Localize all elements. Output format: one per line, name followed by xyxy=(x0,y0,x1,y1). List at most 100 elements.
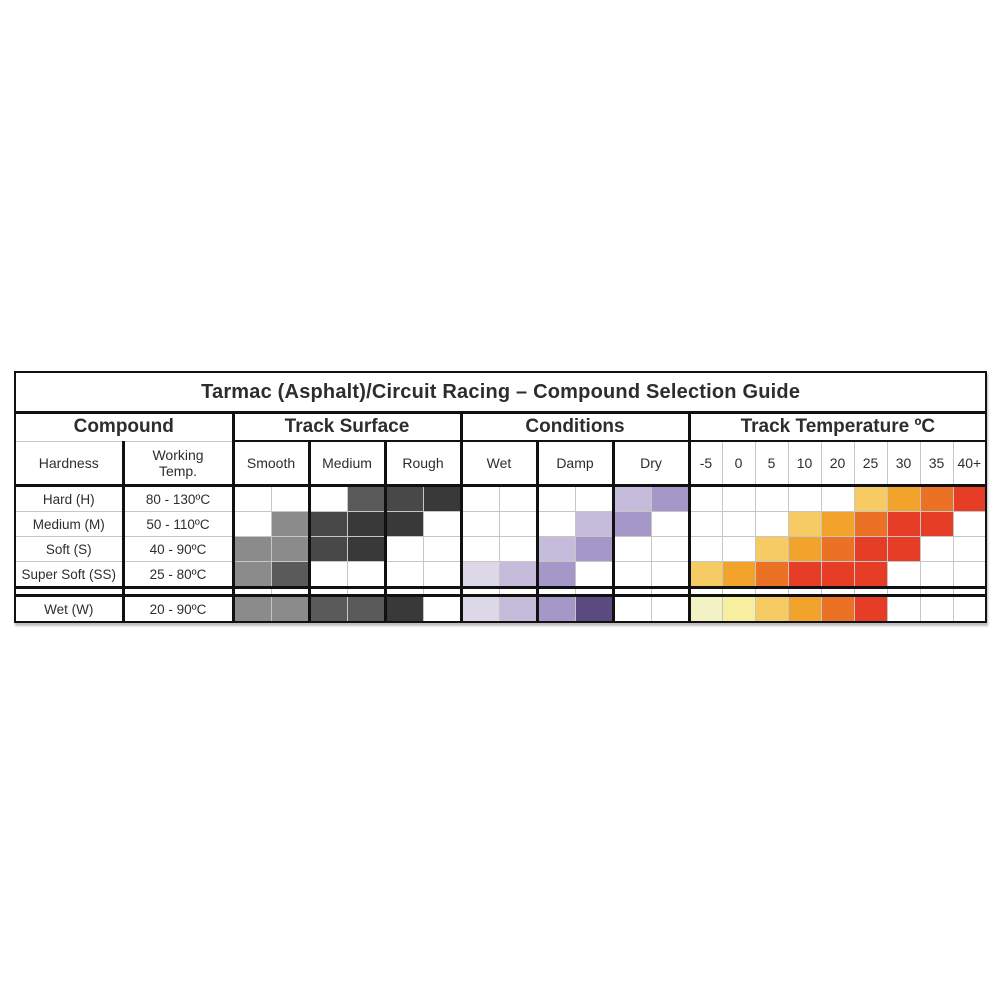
surface-cell xyxy=(422,536,462,562)
temp-col-header: 10 xyxy=(787,440,822,487)
surface-cell xyxy=(307,536,348,562)
separator-row xyxy=(14,586,987,597)
condition-wet-header: Wet xyxy=(459,440,538,487)
temperature-cell xyxy=(687,536,723,562)
surface-rough-header: Rough xyxy=(383,440,462,487)
condition-dry-header: Dry xyxy=(611,440,690,487)
temperature-cell xyxy=(952,595,987,623)
temp-col-header: 0 xyxy=(721,440,756,487)
row-working-temp: 50 - 110ºC xyxy=(121,511,234,537)
temperature-cell xyxy=(853,485,888,512)
temperature-cell xyxy=(919,485,954,512)
table-title: Tarmac (Asphalt)/Circuit Racing – Compou… xyxy=(15,371,987,414)
separator-cell xyxy=(459,586,500,597)
condition-cell xyxy=(535,561,576,588)
surface-cell xyxy=(346,485,386,512)
subheader-row: Hardness Working Temp. Smooth Medium Rou… xyxy=(14,440,987,487)
temperature-cell xyxy=(721,511,756,537)
condition-cell xyxy=(498,511,538,537)
temp-col-header: -5 xyxy=(687,440,723,487)
surface-cell xyxy=(307,485,348,512)
condition-cell xyxy=(650,511,690,537)
separator-cell xyxy=(820,586,855,597)
temperature-cell xyxy=(787,595,822,623)
track-surface-group-header: Track Surface xyxy=(231,412,462,442)
condition-cell xyxy=(459,485,500,512)
temp-col-header: 25 xyxy=(853,440,888,487)
surface-cell xyxy=(383,485,424,512)
working-temp-header: Working Temp. xyxy=(121,440,234,487)
separator-cell xyxy=(121,586,234,597)
row-hardness-label: Super Soft (SS) xyxy=(14,561,124,588)
temperature-cell xyxy=(886,511,921,537)
compound-group-header: Compound xyxy=(14,412,234,442)
separator-cell xyxy=(535,586,576,597)
row-working-temp: 80 - 130ºC xyxy=(121,485,234,512)
separator-cell xyxy=(383,586,424,597)
temperature-cell xyxy=(787,536,822,562)
temperature-cell xyxy=(820,561,855,588)
surface-cell xyxy=(231,485,272,512)
temperature-cell xyxy=(754,511,789,537)
temperature-cell xyxy=(853,511,888,537)
condition-cell xyxy=(498,536,538,562)
temperature-cell xyxy=(886,595,921,623)
condition-cell xyxy=(611,536,652,562)
temperature-cell xyxy=(853,595,888,623)
surface-cell xyxy=(270,595,310,623)
surface-cell xyxy=(307,511,348,537)
temperature-cell xyxy=(687,485,723,512)
condition-cell xyxy=(650,485,690,512)
data-rows: Hard (H) 80 - 130ºC Medium (M) 50 - 110ºC So… xyxy=(14,485,987,623)
temperature-cell xyxy=(919,561,954,588)
surface-cell xyxy=(383,511,424,537)
separator-cell xyxy=(231,586,272,597)
separator-cell xyxy=(574,586,614,597)
compound-selection-table: Tarmac (Asphalt)/Circuit Racing – Compou… xyxy=(14,371,988,623)
condition-cell xyxy=(459,561,500,588)
separator-cell xyxy=(886,586,921,597)
condition-cell xyxy=(535,536,576,562)
temperature-cell xyxy=(919,536,954,562)
separator-cell xyxy=(687,586,723,597)
condition-cell xyxy=(611,511,652,537)
separator-cell xyxy=(498,586,538,597)
temperature-cell xyxy=(721,595,756,623)
temperature-cell xyxy=(952,485,987,512)
surface-cell xyxy=(346,561,386,588)
condition-cell xyxy=(535,511,576,537)
separator-cell xyxy=(611,586,652,597)
condition-cell xyxy=(535,485,576,512)
surface-cell xyxy=(231,511,272,537)
temperature-cell xyxy=(687,561,723,588)
group-header-row: Compound Track Surface Conditions Track … xyxy=(14,412,987,442)
condition-cell xyxy=(611,485,652,512)
separator-cell xyxy=(919,586,954,597)
temperature-cell xyxy=(754,561,789,588)
temp-col-header: 5 xyxy=(754,440,789,487)
temperature-cell xyxy=(886,485,921,512)
temperature-cell xyxy=(919,511,954,537)
condition-cell xyxy=(650,561,690,588)
surface-cell xyxy=(383,561,424,588)
surface-cell xyxy=(422,561,462,588)
surface-cell xyxy=(307,595,348,623)
temperature-cell xyxy=(952,561,987,588)
condition-cell xyxy=(574,561,614,588)
temp-col-header: 20 xyxy=(820,440,855,487)
temperature-cell xyxy=(754,485,789,512)
temperature-cell xyxy=(886,561,921,588)
condition-cell xyxy=(498,561,538,588)
surface-cell xyxy=(270,536,310,562)
temperature-cell xyxy=(787,561,822,588)
surface-cell xyxy=(346,536,386,562)
condition-cell xyxy=(574,485,614,512)
surface-cell xyxy=(422,485,462,512)
condition-cell xyxy=(535,595,576,623)
condition-cell xyxy=(459,511,500,537)
separator-cell xyxy=(422,586,462,597)
compound-row: Super Soft (SS) 25 - 80ºC xyxy=(14,561,987,588)
temperature-cell xyxy=(687,511,723,537)
row-hardness-label: Wet (W) xyxy=(14,595,124,623)
